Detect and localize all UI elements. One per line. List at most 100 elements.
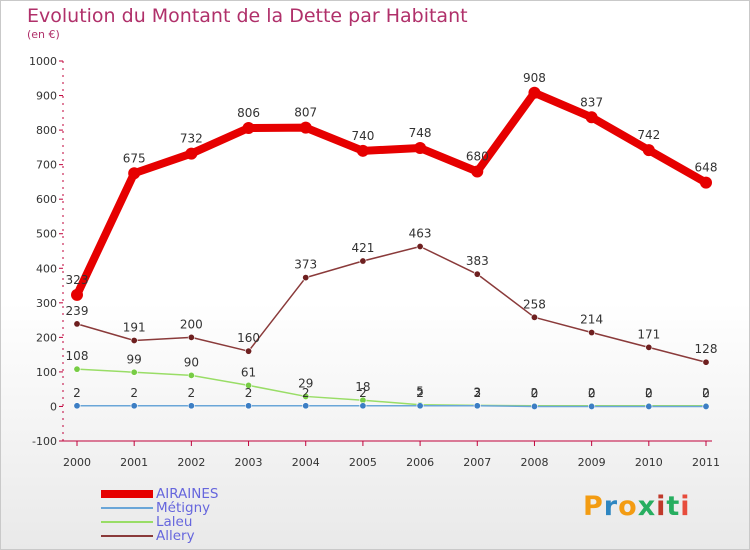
- data-label: 806: [237, 106, 260, 120]
- data-point: [530, 402, 538, 410]
- data-point: [359, 402, 367, 410]
- data-label: 323: [66, 273, 89, 287]
- logo-letter: o: [618, 491, 638, 522]
- y-tick-label: 500: [36, 228, 57, 241]
- x-tick-label: 2010: [635, 456, 663, 469]
- legend-label-metigny: Métigny: [156, 500, 211, 516]
- data-point: [187, 371, 195, 379]
- data-point: [642, 144, 655, 157]
- logo-letter: r: [603, 491, 619, 522]
- data-label: 0: [531, 386, 539, 400]
- data-point: [73, 402, 81, 410]
- data-label: 2: [188, 386, 196, 400]
- data-point: [187, 402, 195, 410]
- axes: -100010020030040050060070080090010002000…: [29, 55, 720, 469]
- series-line: [76, 368, 707, 407]
- data-label: 740: [351, 129, 374, 143]
- y-tick-label: 1000: [29, 55, 57, 68]
- data-label: 675: [123, 151, 146, 165]
- data-point: [645, 402, 653, 410]
- data-point: [130, 402, 138, 410]
- series-airaines: 323 675 732 806 807 740 748 680 908 837 742 648: [66, 71, 717, 301]
- data-label: 2: [359, 386, 367, 400]
- data-label: 421: [351, 241, 374, 255]
- data-label: 908: [523, 71, 546, 85]
- y-tick-label: 100: [36, 366, 57, 379]
- data-label: 18: [355, 380, 370, 394]
- data-label: 5: [416, 385, 424, 399]
- x-tick-label: 2011: [692, 456, 720, 469]
- data-label: 160: [237, 331, 260, 345]
- data-label: 748: [409, 126, 432, 140]
- data-point: [645, 343, 653, 351]
- data-point: [185, 147, 198, 160]
- data-label: 200: [180, 317, 203, 331]
- data-label: 0: [645, 386, 653, 400]
- data-point: [359, 257, 367, 265]
- data-point: [73, 320, 81, 328]
- proxiti-logo: Proxiti: [583, 491, 691, 522]
- data-label: 128: [695, 342, 718, 356]
- data-label: 29: [298, 376, 313, 390]
- data-label: 2: [130, 386, 138, 400]
- logo-letter: i: [680, 491, 691, 522]
- x-tick-label: 2000: [63, 456, 91, 469]
- x-tick-label: 2007: [463, 456, 491, 469]
- y-tick-label: 200: [36, 331, 57, 344]
- x-tick-label: 2002: [177, 456, 205, 469]
- data-point: [73, 365, 81, 373]
- data-point: [242, 122, 255, 135]
- data-label: 0: [702, 386, 710, 400]
- data-label: 214: [580, 313, 603, 327]
- chart-title: Evolution du Montant de la Dette par Hab…: [27, 5, 468, 27]
- data-point: [245, 402, 253, 410]
- legend-swatch-allery: [101, 535, 153, 537]
- series-line: [76, 245, 707, 363]
- data-label: 837: [580, 95, 603, 109]
- y-tick-label: 900: [36, 90, 57, 103]
- data-label: 3: [473, 385, 481, 399]
- x-tick-label: 2006: [406, 456, 434, 469]
- chart-subtitle: (en €): [27, 28, 60, 41]
- x-tick-label: 2004: [292, 456, 320, 469]
- data-label: 742: [637, 128, 660, 142]
- data-label: 2: [702, 386, 710, 400]
- data-point: [588, 402, 596, 410]
- data-point: [414, 142, 427, 155]
- series-line: [76, 405, 707, 408]
- data-label: 61: [241, 365, 256, 379]
- data-label: 239: [66, 304, 89, 318]
- data-point: [187, 333, 195, 341]
- legend-label-allery: Allery: [156, 528, 195, 544]
- data-point: [702, 358, 710, 366]
- data-label: 383: [466, 254, 489, 268]
- legend-item-allery: Allery: [101, 528, 301, 544]
- data-point: [71, 288, 83, 301]
- data-label: 2: [416, 386, 424, 400]
- x-tick-label: 2003: [235, 456, 263, 469]
- data-label: 732: [180, 132, 203, 146]
- data-point: [528, 86, 541, 99]
- data-label: 191: [123, 320, 146, 334]
- data-label: 2: [473, 386, 481, 400]
- legend-item-laleu: Laleu: [101, 514, 301, 530]
- y-tick-label: -100: [32, 435, 57, 448]
- data-label: 2: [531, 386, 539, 400]
- data-point: [245, 381, 253, 389]
- data-point: [299, 121, 312, 134]
- legend-swatch-laleu: [101, 521, 153, 523]
- x-tick-label: 2009: [578, 456, 606, 469]
- data-point: [302, 392, 310, 400]
- data-point: [302, 274, 310, 282]
- data-point: [356, 144, 369, 157]
- data-label: 2: [645, 386, 653, 400]
- logo-letter: x: [637, 491, 657, 522]
- data-point: [473, 402, 481, 410]
- x-tick-label: 2001: [120, 456, 148, 469]
- x-tick-label: 2005: [349, 456, 377, 469]
- data-label: 2: [302, 386, 310, 400]
